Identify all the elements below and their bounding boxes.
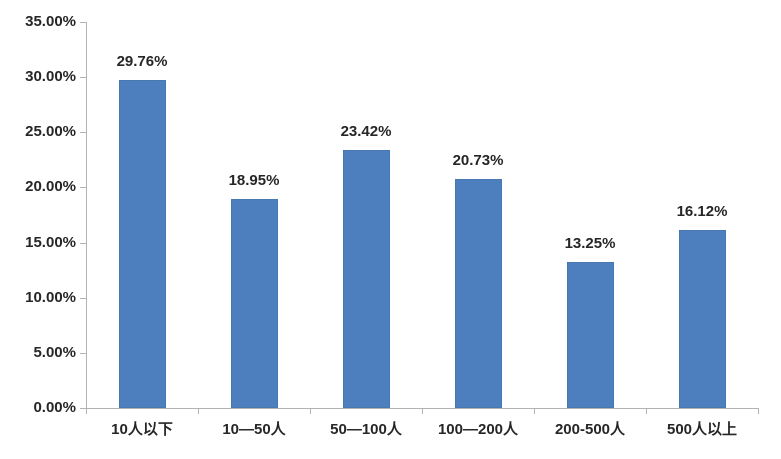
y-tick-label: 25.00% bbox=[25, 123, 76, 140]
x-tick-label: 500人以上 bbox=[666, 421, 738, 438]
y-tick-label: 10.00% bbox=[25, 289, 76, 306]
x-tick-label: 10人以下 bbox=[111, 421, 173, 438]
x-tick-label: 10—50人 bbox=[222, 421, 286, 438]
y-tick-mark bbox=[80, 77, 86, 78]
bar bbox=[455, 179, 502, 408]
y-tick-mark bbox=[80, 22, 86, 23]
bar-value-label: 23.42% bbox=[340, 123, 392, 140]
x-tick-mark bbox=[86, 408, 87, 414]
bar-value-label: 20.73% bbox=[452, 152, 504, 169]
y-tick-mark bbox=[80, 243, 86, 244]
y-tick-label: 30.00% bbox=[25, 68, 76, 85]
bar bbox=[119, 80, 166, 408]
bar bbox=[679, 230, 726, 408]
x-tick-mark bbox=[534, 408, 535, 414]
x-tick-label: 50—100人 bbox=[330, 421, 402, 438]
bar bbox=[343, 150, 390, 408]
y-tick-label: 0.00% bbox=[33, 399, 76, 416]
x-tick-mark bbox=[310, 408, 311, 414]
x-tick-mark bbox=[758, 408, 759, 414]
bar bbox=[567, 262, 614, 408]
y-tick-mark bbox=[80, 353, 86, 354]
y-tick-mark bbox=[80, 187, 86, 188]
x-tick-label: 100—200人 bbox=[437, 421, 519, 438]
y-tick-label: 5.00% bbox=[33, 344, 76, 361]
bar-value-label: 13.25% bbox=[564, 235, 616, 252]
y-axis-line bbox=[86, 22, 87, 409]
bar bbox=[231, 199, 278, 408]
x-tick-mark bbox=[422, 408, 423, 414]
y-tick-label: 35.00% bbox=[25, 13, 76, 30]
bar-value-label: 16.12% bbox=[676, 203, 728, 220]
y-tick-label: 20.00% bbox=[25, 178, 76, 195]
x-tick-label: 200-500人 bbox=[554, 421, 626, 438]
y-tick-mark bbox=[80, 408, 86, 409]
y-tick-label: 15.00% bbox=[25, 234, 76, 251]
bar-value-label: 18.95% bbox=[228, 172, 280, 189]
x-tick-mark bbox=[646, 408, 647, 414]
bar-value-label: 29.76% bbox=[116, 53, 168, 70]
y-tick-mark bbox=[80, 298, 86, 299]
y-tick-mark bbox=[80, 132, 86, 133]
x-tick-mark bbox=[198, 408, 199, 414]
